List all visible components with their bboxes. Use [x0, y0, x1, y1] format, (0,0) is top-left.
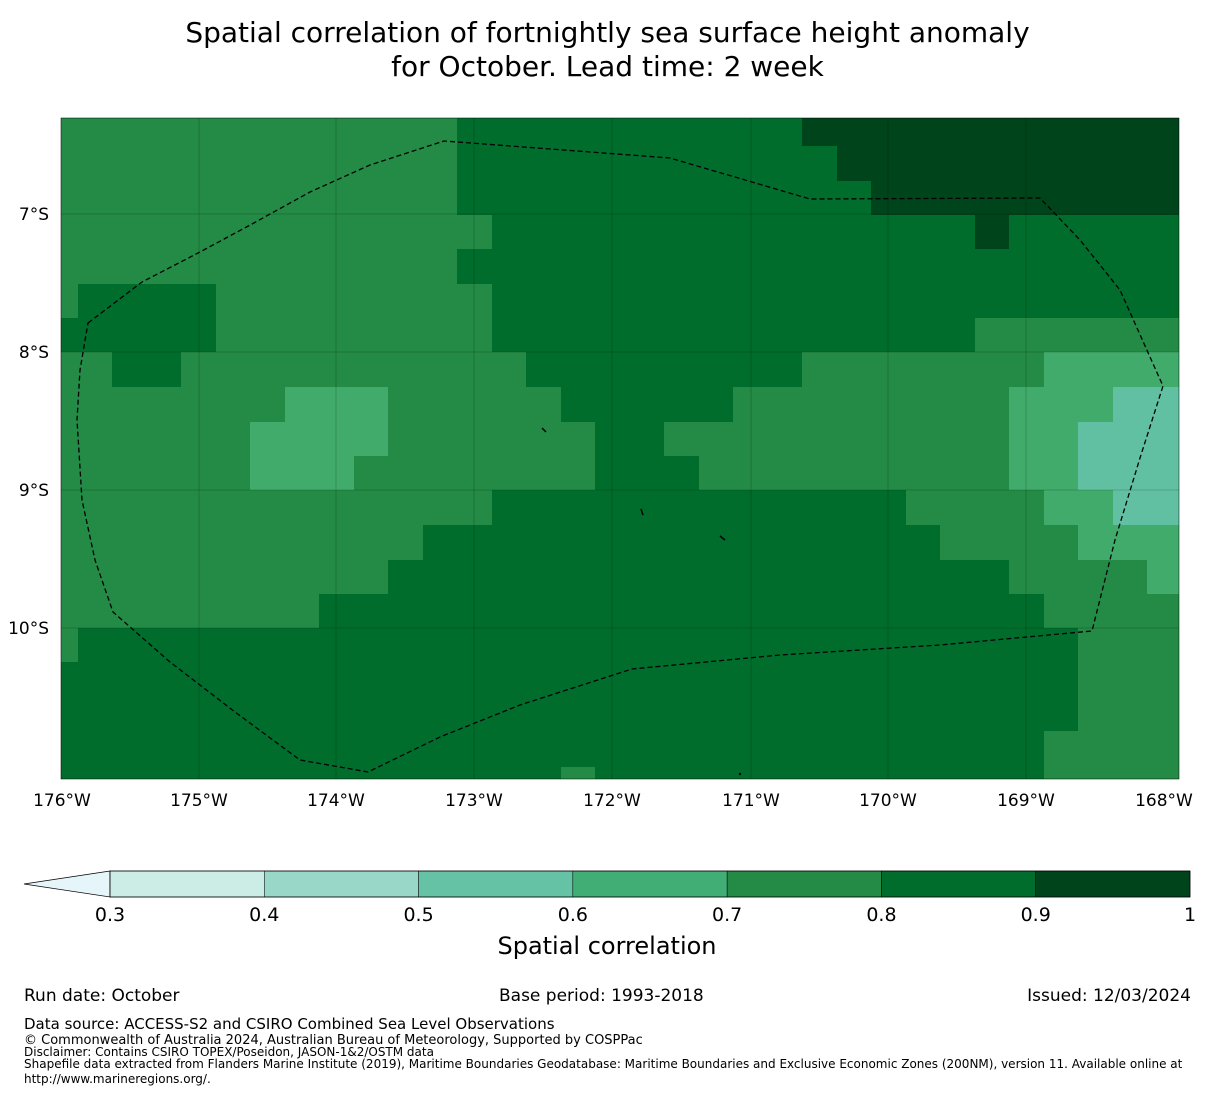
- colorbar-segment: [572, 870, 728, 898]
- longitude-label: 173°W: [445, 791, 503, 811]
- colorbar-frame: [109, 870, 1191, 898]
- grid-cell: [250, 456, 354, 490]
- colorbar-tick-labels: 0.3 0.4 0.5 0.6 0.7 0.8 0.9 1: [95, 904, 1196, 926]
- island-mark: [719, 535, 726, 541]
- grid-cell: [1147, 560, 1179, 594]
- longitude-label: 175°W: [170, 791, 228, 811]
- grid-cell: [285, 387, 388, 422]
- longitude-labels: 176°W 175°W 174°W 173°W 172°W 171°W 170°W 169°W…: [33, 791, 1193, 811]
- grid-cell: [1044, 490, 1113, 525]
- island-mark: [541, 427, 547, 433]
- grid-cell: [388, 560, 1009, 594]
- island-mark: [640, 508, 644, 516]
- grid-cell: [319, 594, 1044, 628]
- data-source: Data source: ACCESS-S2 and CSIRO Combine…: [24, 1015, 555, 1033]
- chart-title-line-2: for October. Lead time: 2 week: [391, 50, 824, 83]
- colorbar-tick-label: 0.3: [95, 904, 125, 926]
- colorbar-segment: [109, 870, 265, 898]
- chart-title-line-1: Spatial correlation of fortnightly sea s…: [185, 16, 1030, 49]
- longitude-label: 168°W: [1135, 791, 1193, 811]
- colorbar-segment: [1035, 870, 1191, 898]
- latitude-label: 8°S: [19, 343, 49, 363]
- shapefile-credit-line-2: http://www.marineregions.org/.: [24, 1072, 211, 1086]
- grid-cell: [837, 181, 871, 215]
- longitude-label: 176°W: [33, 791, 91, 811]
- grid-cell: [595, 456, 699, 490]
- colorbar-segment: [264, 870, 419, 898]
- colorbar-label: Spatial correlation: [497, 932, 716, 960]
- map-gridlines: [61, 118, 1179, 779]
- latitude-label: 9°S: [19, 481, 49, 501]
- grid-cell: [492, 490, 906, 525]
- grid-cell: [112, 352, 181, 387]
- grid-cell: [1078, 525, 1179, 560]
- colorbar-tick-label: 0.7: [712, 904, 742, 926]
- colorbar-segment: [726, 870, 882, 898]
- colorbar-segment: [881, 870, 1036, 898]
- colorbar-tick-label: 1: [1184, 904, 1196, 926]
- disclaimer: Disclaimer: Contains CSIRO TOPEX/Poseido…: [24, 1045, 434, 1059]
- grid-cell: [1113, 387, 1179, 422]
- grid-cell: [595, 422, 664, 456]
- grid-cell: [1044, 352, 1179, 387]
- grid-cell: [78, 628, 1078, 662]
- longitude-label: 169°W: [997, 791, 1055, 811]
- longitude-label: 172°W: [583, 791, 641, 811]
- grid-cell: [423, 525, 940, 560]
- grid-cell: [561, 387, 733, 422]
- colorbar-tick-label: 0.6: [558, 904, 588, 926]
- grid-cell: [802, 146, 837, 215]
- longitude-label: 171°W: [722, 791, 780, 811]
- grid-cell: [526, 352, 802, 387]
- grid-cell: [78, 284, 216, 352]
- latitude-labels: 7°S 8°S 9°S 10°S: [8, 205, 49, 639]
- longitude-label: 174°W: [307, 791, 365, 811]
- longitude-label: 170°W: [859, 791, 917, 811]
- run-date: Run date: October: [24, 986, 180, 1006]
- copyright-notice: © Commonwealth of Australia 2024, Austra…: [24, 1033, 643, 1048]
- colorbar-extend-arrow: [23, 870, 111, 898]
- grid-cell: [457, 249, 492, 284]
- grid-cell: [61, 731, 1044, 779]
- colorbar-tick-label: 0.5: [403, 904, 433, 926]
- latitude-label: 10°S: [8, 619, 49, 639]
- colorbar-tick-label: 0.9: [1021, 904, 1051, 926]
- grid-cell: [561, 767, 595, 779]
- grid-cell: [61, 662, 1078, 731]
- colorbar-tick-label: 0.8: [866, 904, 896, 926]
- shapefile-credit-line-1: Shapefile data extracted from Flanders M…: [24, 1057, 1183, 1071]
- colorbar-segment: [418, 870, 574, 898]
- colorbar-tick-label: 0.4: [249, 904, 279, 926]
- colorbar: [23, 870, 1191, 898]
- eez-boundary: [76, 140, 1164, 773]
- grid-cell: [457, 118, 802, 215]
- grid-cell: [975, 215, 1009, 249]
- grid-cell: [250, 422, 388, 456]
- issued-date: Issued: 12/03/2024: [1027, 986, 1191, 1006]
- grid-cell: [975, 318, 1179, 352]
- latitude-label: 7°S: [19, 205, 49, 225]
- grid-cell: [61, 318, 78, 352]
- island-mark: [738, 772, 742, 776]
- base-period: Base period: 1993-2018: [499, 986, 704, 1006]
- map-frame: [60, 117, 1180, 780]
